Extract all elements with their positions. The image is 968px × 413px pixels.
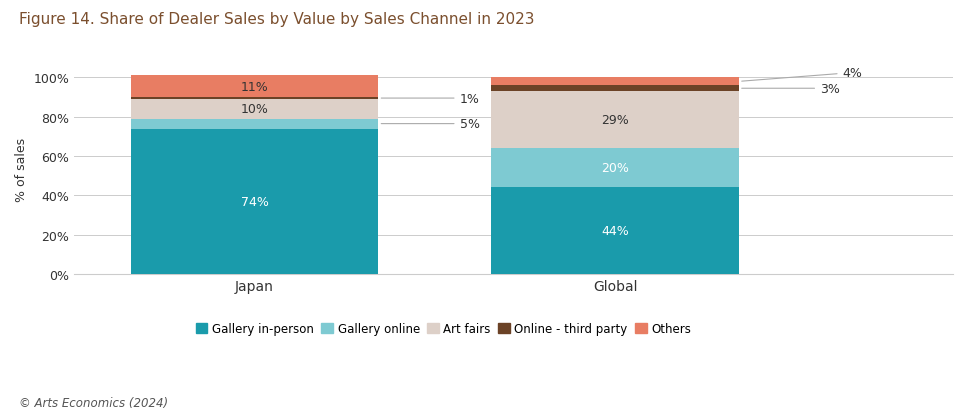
Bar	[131, 119, 378, 129]
Text: 44%: 44%	[601, 225, 629, 237]
Text: 3%: 3%	[741, 83, 840, 95]
Bar	[131, 98, 378, 100]
Text: © Arts Economics (2024): © Arts Economics (2024)	[19, 396, 168, 409]
Legend: Gallery in-person, Gallery online, Art fairs, Online - third party, Others: Gallery in-person, Gallery online, Art f…	[196, 322, 691, 335]
Text: 29%: 29%	[601, 114, 629, 127]
Bar	[491, 86, 739, 92]
Text: 4%: 4%	[741, 67, 862, 82]
Bar	[131, 76, 378, 98]
Text: 20%: 20%	[601, 162, 629, 175]
Text: 11%: 11%	[241, 81, 268, 94]
Bar	[131, 129, 378, 274]
Bar	[491, 92, 739, 149]
Text: 74%: 74%	[241, 195, 268, 208]
Bar	[491, 188, 739, 274]
Y-axis label: % of sales: % of sales	[15, 138, 28, 202]
Text: 1%: 1%	[381, 93, 479, 105]
Text: 10%: 10%	[241, 103, 268, 116]
Bar	[491, 149, 739, 188]
Text: 5%: 5%	[381, 118, 479, 131]
Bar	[131, 100, 378, 119]
Bar	[491, 78, 739, 86]
Text: Figure 14. Share of Dealer Sales by Value by Sales Channel in 2023: Figure 14. Share of Dealer Sales by Valu…	[19, 12, 535, 27]
